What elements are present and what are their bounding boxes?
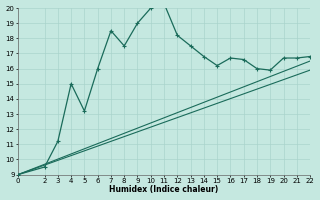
X-axis label: Humidex (Indice chaleur): Humidex (Indice chaleur) (109, 185, 219, 194)
